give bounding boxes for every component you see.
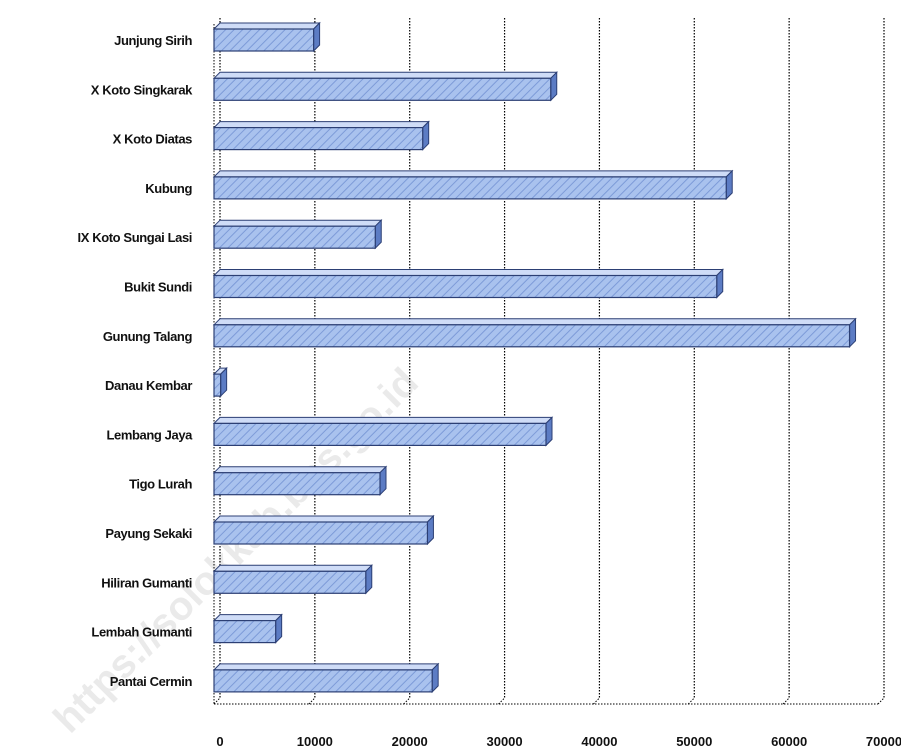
bar-top-face [212,121,430,129]
bar-front-face [213,669,433,693]
category-label: Payung Sekaki [105,526,192,541]
category-label: Hiliran Gumanti [101,575,192,590]
bar-front-face [213,422,547,446]
gridline-floor [403,697,411,705]
bar-top-face [212,614,283,622]
bar-top-face [212,71,558,79]
bar [212,169,734,201]
bar [212,218,383,250]
bar-top-face [212,170,734,178]
bar [212,564,373,595]
gridline-floor [593,697,600,705]
gridline-floor [213,697,221,705]
category-label: Bukit Sundi [124,280,192,295]
bar-front-face [213,126,424,151]
category-label: Lembah Gumanti [91,625,192,640]
category-label: Kubung [145,181,192,196]
gridline-floor [498,697,505,705]
x-tick-label: 40000 [581,734,617,749]
bar-front-face [213,176,727,200]
category-label: Lembang Jaya [106,427,193,442]
bar [212,120,430,151]
gridline-floor [782,697,790,705]
bar-front-face [213,28,315,52]
bar [212,71,558,102]
x-tick-labels: 0 10000 20000 30000 40000 50000 60000 70000 [216,734,901,749]
bar-top-face [212,269,724,276]
gridline-floor [877,697,885,705]
bar-top-face [212,564,373,572]
bar [212,514,435,546]
x-tick-label: 60000 [771,734,807,749]
category-label: IX Koto Sungai Lasi [78,230,192,245]
x-tick-label: 10000 [297,734,333,749]
bar-top-face [212,515,435,523]
bar [212,21,321,53]
bar [212,662,440,694]
category-labels: Junjung Sirih X Koto Singkarak X Koto Diat… [78,33,194,689]
category-label: Gunung Talang [103,329,193,344]
bar [212,268,724,299]
bar-front-face [213,472,381,496]
x-tick-label: 30000 [486,734,522,749]
category-label: Pantai Cermin [110,674,193,689]
bar-front-face [213,521,429,545]
bar-front-face [213,274,718,299]
bar-top-face [212,416,554,424]
bar-front-face [213,373,222,397]
category-label: X Koto Diatas [113,132,192,147]
bars [212,21,857,694]
gridline-floor [687,697,695,705]
x-tick-label: 0 [216,734,223,749]
bar-front-face [213,570,367,594]
bar-top-face [212,219,383,227]
bar-top-face [212,22,321,30]
category-label: Tigo Lurah [129,477,192,492]
bar [212,317,857,349]
bar [212,465,388,496]
gridline-floor [308,697,316,705]
bar-top-face [212,318,857,326]
bar [212,613,283,644]
category-label: X Koto Singkarak [91,82,193,97]
bar-front-face [213,619,277,644]
bar-front-face [213,324,851,348]
bar-top-face [212,466,388,474]
bar-front-face [213,77,552,101]
x-tick-label: 50000 [676,734,712,749]
bar [212,416,554,447]
x-tick-label: 70000 [866,734,901,749]
category-label: Junjung Sirih [114,33,192,48]
x-tick-label: 20000 [392,734,428,749]
bar [212,366,228,398]
gridlines [213,18,885,705]
bar-front-face [213,225,376,249]
category-label: Danau Kembar [105,378,192,393]
bar-top-face [212,663,440,671]
